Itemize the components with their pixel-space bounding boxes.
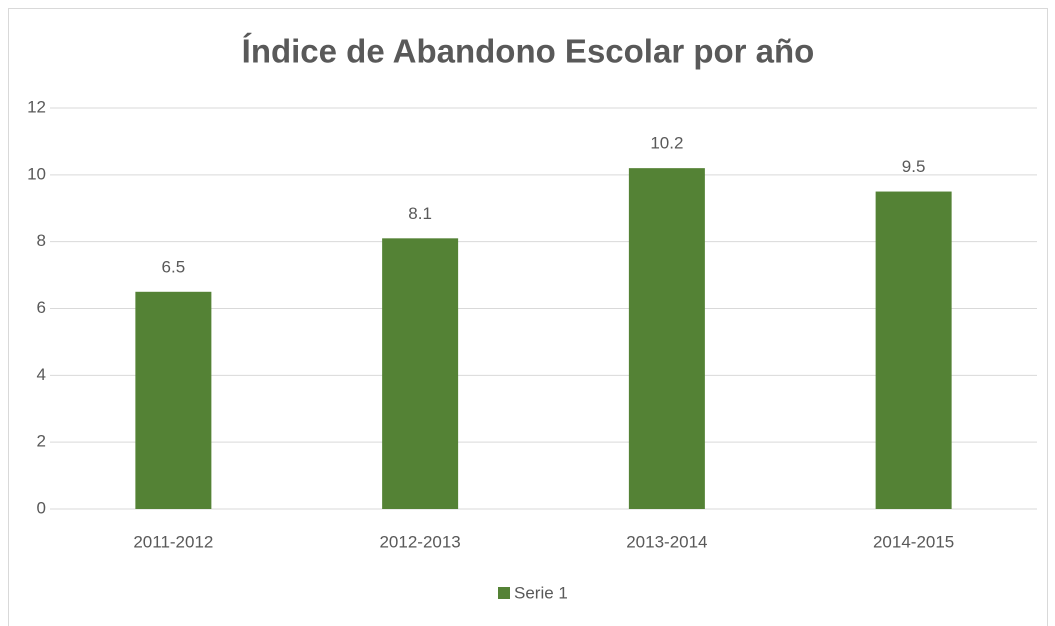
data-label: 10.2 xyxy=(650,134,683,153)
data-label: 6.5 xyxy=(162,257,186,276)
bar xyxy=(628,168,705,509)
y-tick-label: 10 xyxy=(27,164,46,183)
y-tick-label: 8 xyxy=(37,231,46,250)
x-tick-label: 2013-2014 xyxy=(626,532,707,551)
chart-title: Índice de Abandono Escolar por año xyxy=(242,33,815,70)
x-tick-label: 2011-2012 xyxy=(133,532,213,551)
legend-swatch xyxy=(498,587,510,599)
x-tick-label: 2012-2013 xyxy=(379,532,460,551)
data-label: 9.5 xyxy=(902,157,926,176)
y-tick-label: 0 xyxy=(37,498,46,517)
bar xyxy=(382,238,459,509)
bar xyxy=(875,191,952,509)
data-label: 8.1 xyxy=(408,204,432,223)
y-tick-label: 4 xyxy=(37,365,46,384)
y-tick-label: 6 xyxy=(37,298,46,317)
y-tick-label: 12 xyxy=(27,97,46,116)
y-tick-label: 2 xyxy=(37,432,46,451)
x-tick-label: 2014-2015 xyxy=(873,532,954,551)
legend-label: Serie 1 xyxy=(514,583,568,602)
bar xyxy=(135,291,212,509)
